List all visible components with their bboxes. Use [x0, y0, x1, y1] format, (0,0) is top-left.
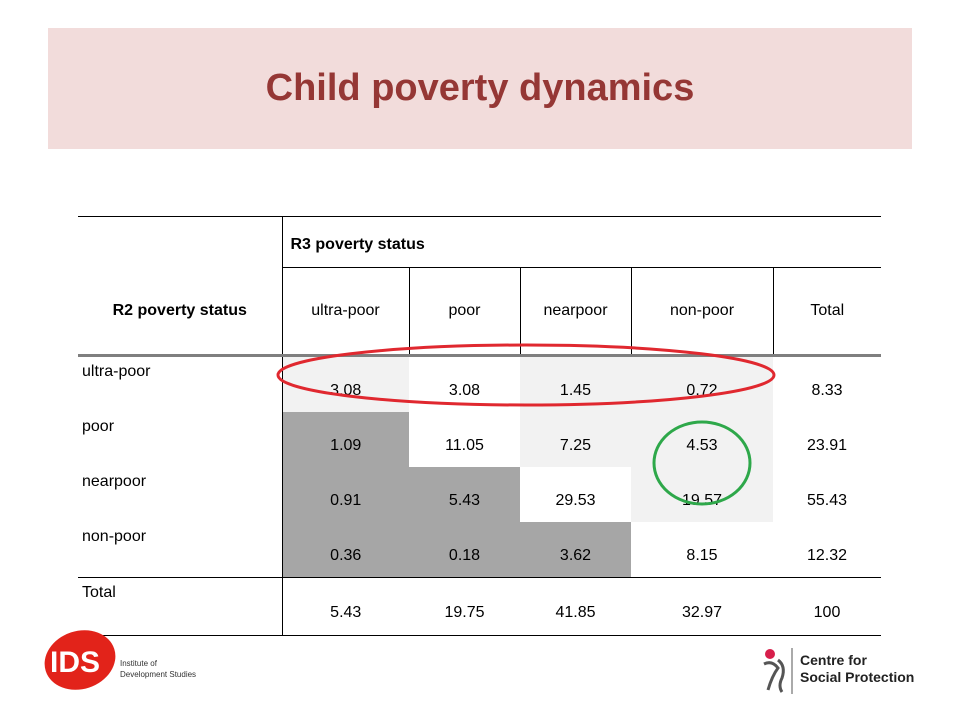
csp-logo-text: Centre for Social Protection [800, 652, 914, 686]
slide-title: Child poverty dynamics [265, 67, 695, 109]
table-cell: 8.15 [631, 522, 773, 578]
column-header: Total [772, 267, 882, 357]
table-cell: 8.33 [773, 355, 882, 412]
table-cell: 29.53 [520, 467, 631, 522]
table-cell: 1.45 [520, 355, 631, 412]
table-cell: 19.57 [631, 467, 773, 522]
table-cell: 19.75 [409, 577, 520, 636]
table-cell: 1.09 [281, 412, 409, 467]
ids-logo-mark: IDS Institute of Development Studies [44, 630, 196, 690]
column-header: ultra-poor [281, 267, 409, 357]
table-row: ultra-poor 3.08 3.08 1.45 0.72 8.33 [78, 355, 882, 412]
poverty-transition-table: R3 poverty status R2 poverty status ultr… [78, 216, 882, 636]
table-cell: 11.05 [409, 412, 520, 467]
table-cell: 5.43 [281, 577, 409, 636]
ids-logo-line1: Institute of [120, 659, 158, 668]
row-label: Total [78, 577, 282, 636]
ids-logo-letters: IDS [50, 646, 100, 679]
row-label: ultra-poor [82, 363, 151, 380]
table-cell: 55.43 [773, 467, 882, 522]
row-label: nearpoor [82, 473, 147, 490]
csp-logo-line1: Centre for [800, 652, 867, 668]
table-cell: 100 [773, 577, 882, 636]
ids-logo: IDS Institute of Development Studies [42, 628, 222, 692]
table-cell: 0.18 [409, 522, 520, 578]
table-row-total: Total 5.43 19.75 41.85 32.97 100 [78, 577, 882, 636]
corner-cell [78, 216, 282, 268]
row-label: non-poor [82, 528, 147, 545]
csp-logo: Centre for Social Protection [760, 646, 940, 696]
table-cell: 3.08 [281, 355, 409, 412]
row-label: poor [82, 418, 115, 435]
poverty-transition-table-container: R3 poverty status R2 poverty status ultr… [78, 216, 882, 636]
table-cell: 12.32 [773, 522, 882, 578]
column-header: non-poor [630, 267, 773, 357]
table-row: nearpoor 0.91 5.43 29.53 19.57 55.43 [78, 467, 882, 522]
table-cell: 23.91 [773, 412, 882, 467]
table-cell: 4.53 [631, 412, 773, 467]
column-group-header: R3 poverty status [281, 216, 882, 268]
table-cell: 3.08 [409, 355, 520, 412]
column-header: poor [408, 267, 520, 357]
csp-logo-mark [763, 648, 793, 694]
ids-logo-line2: Development Studies [120, 670, 196, 679]
table-cell: 5.43 [409, 467, 520, 522]
column-header: nearpoor [519, 267, 631, 357]
table-cell: 7.25 [520, 412, 631, 467]
table-cell: 0.36 [281, 522, 409, 578]
table-row: non-poor 0.36 0.18 3.62 8.15 12.32 [78, 522, 882, 578]
row-header-label: R2 poverty status [78, 267, 282, 357]
csp-logo-line2: Social Protection [800, 669, 915, 685]
table-cell: 41.85 [520, 577, 631, 636]
table-cell: 3.62 [520, 522, 631, 578]
title-band: Child poverty dynamics [48, 28, 912, 149]
table-cell: 0.91 [281, 467, 409, 522]
table-cell: 0.72 [631, 355, 773, 412]
table-row: poor 1.09 11.05 7.25 4.53 23.91 [78, 412, 882, 467]
table-cell: 32.97 [631, 577, 773, 636]
